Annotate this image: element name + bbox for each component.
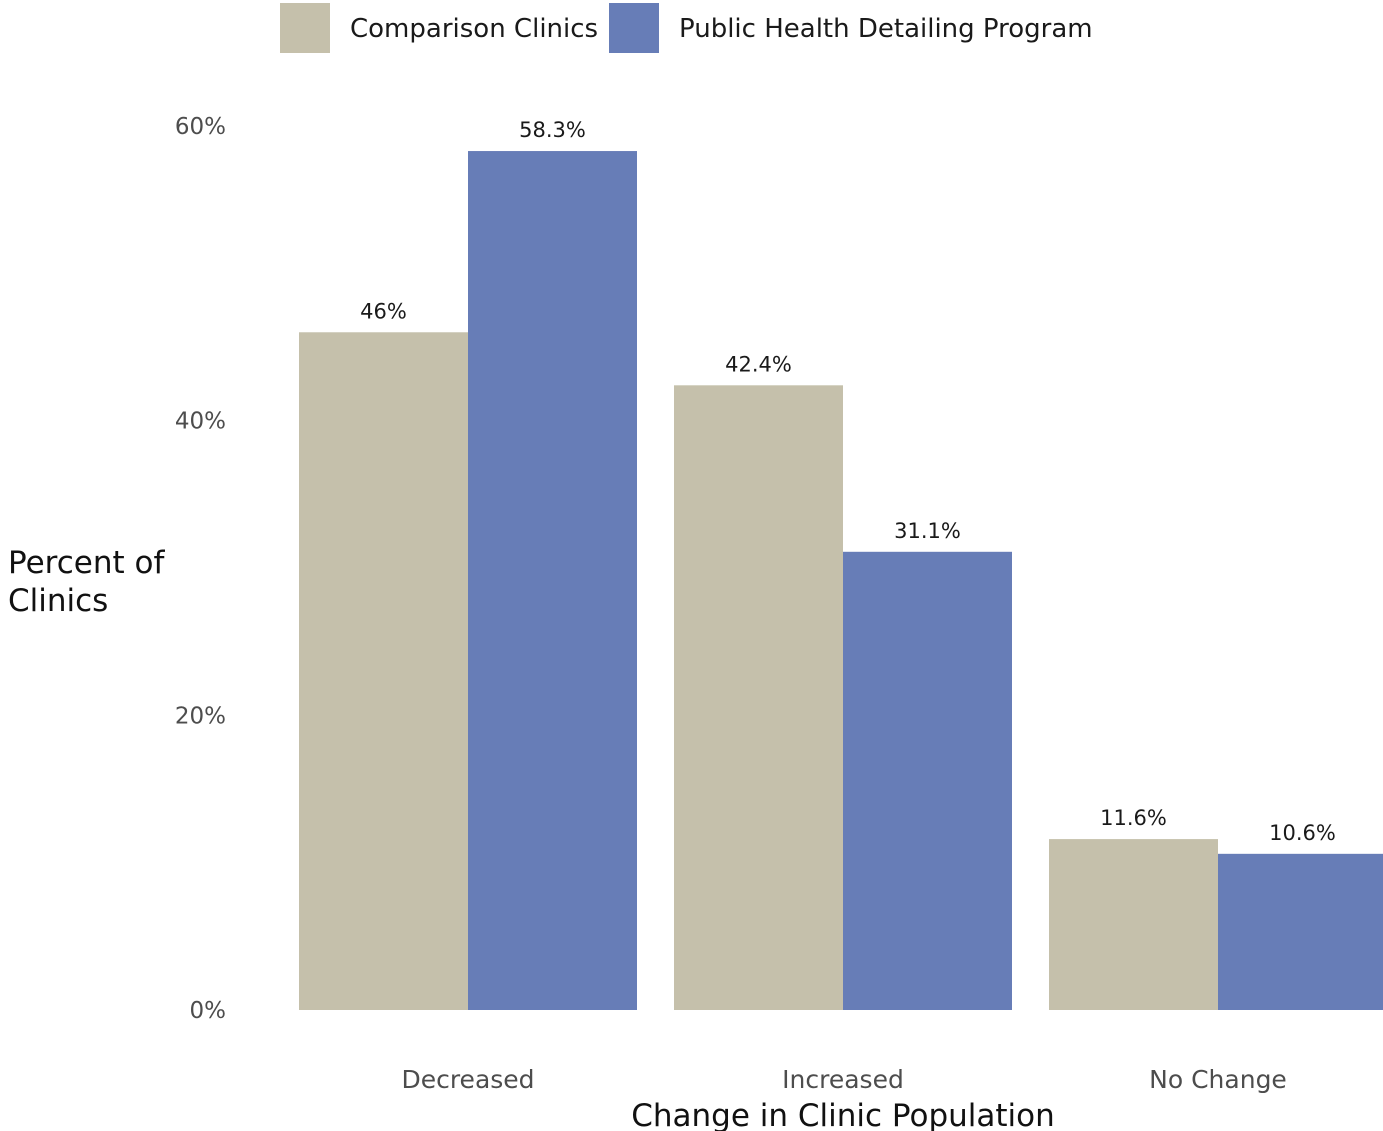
y-axis-title: Percent of Clinics <box>8 545 174 619</box>
x-tick-label-increased: Increased <box>782 1065 904 1094</box>
y-tick-label-60: 60% <box>175 114 226 140</box>
bar-decreased-comparison-clinics <box>299 332 468 1010</box>
legend-label-comparison-clinics: Comparison Clinics <box>350 14 598 44</box>
bar-no-change-public-health-detailing-program <box>1218 853 1383 1010</box>
x-tick-label-decreased: Decreased <box>401 1065 534 1094</box>
y-tick-label-20: 20% <box>175 703 226 729</box>
y-axis-title-line-1: Percent of <box>8 545 165 581</box>
y-axis: 0% 20% 40% 60% <box>175 114 226 1024</box>
data-label-decreased-public-health-detailing-program: 58.3% <box>519 118 586 142</box>
x-axis-title: Change in Clinic Population <box>631 1098 1055 1131</box>
data-label-decreased-comparison-clinics: 46% <box>360 299 407 323</box>
legend-swatch-comparison-clinics <box>280 3 330 53</box>
y-tick-label-0: 0% <box>190 998 227 1024</box>
y-tick-label-40: 40% <box>175 409 226 435</box>
bar-decreased-public-health-detailing-program <box>468 151 637 1011</box>
bar-no-change-comparison-clinics <box>1049 839 1218 1010</box>
legend-item-public-health-detailing-program: Public Health Detailing Program <box>609 3 1093 53</box>
y-axis-title-line-2: Clinics <box>8 583 108 619</box>
data-label-no-change-public-health-detailing-program: 10.6% <box>1269 821 1336 845</box>
x-tick-label-no-change: No Change <box>1149 1065 1287 1094</box>
x-axis: Decreased Increased No Change <box>401 1065 1286 1094</box>
data-label-increased-comparison-clinics: 42.4% <box>725 352 792 376</box>
data-label-increased-public-health-detailing-program: 31.1% <box>894 519 961 543</box>
legend: Comparison Clinics Public Health Detailin… <box>280 3 1093 53</box>
bars <box>299 151 1383 1011</box>
bar-increased-public-health-detailing-program <box>843 551 1012 1010</box>
bar-increased-comparison-clinics <box>674 385 843 1011</box>
legend-label-public-health-detailing-program: Public Health Detailing Program <box>679 14 1093 44</box>
data-label-no-change-comparison-clinics: 11.6% <box>1100 806 1167 830</box>
data-labels: 46% 58.3% 42.4% 31.1% 11.6% 10.6% <box>360 118 1336 845</box>
legend-swatch-public-health-detailing-program <box>609 3 659 53</box>
legend-item-comparison-clinics: Comparison Clinics <box>280 3 598 53</box>
